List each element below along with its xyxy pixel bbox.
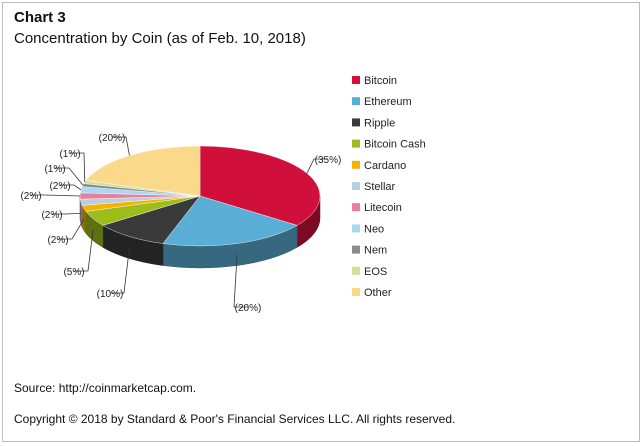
legend-label-neo: Neo <box>364 223 384 235</box>
data-label-cardano: (2%) <box>47 235 68 246</box>
leader-line-other <box>112 136 130 156</box>
legend-label-cardano: Cardano <box>364 160 406 172</box>
legend-label-ethereum: Ethereum <box>364 96 412 108</box>
leader-line-neo <box>60 184 82 191</box>
leader-line-litecoin <box>31 194 81 197</box>
leader-line-ethereum <box>233 254 248 308</box>
leader-line-nem <box>55 167 84 186</box>
leader-line-eos <box>70 152 86 183</box>
data-label-nem: (1%) <box>44 164 65 175</box>
legend: Bitcoin Ethereum Ripple Bitcoin Cash Cardano… <box>352 75 426 299</box>
chart-subtitle: Concentration by Coin (as of Feb. 10, 20… <box>14 30 306 47</box>
data-label-stellar: (2%) <box>41 210 62 221</box>
copyright-note: Copyright © 2018 by Standard & Poor's Fi… <box>14 412 456 426</box>
legend-swatch-cardano <box>352 160 360 169</box>
data-label-ethereum: (20%) <box>235 303 262 314</box>
data-label-litecoin: (2%) <box>20 191 41 202</box>
data-label-eos: (1%) <box>59 149 80 160</box>
leader-line-cardano <box>58 219 85 240</box>
legend-swatch-eos <box>352 266 360 275</box>
legend-label-bitcoin-cash: Bitcoin Cash <box>364 139 426 151</box>
pie-slices <box>79 145 321 247</box>
legend-label-other: Other <box>364 287 392 299</box>
pie-leader-lines <box>31 136 328 308</box>
pie-slice-ripple <box>102 195 201 244</box>
leader-line-bitcoin-cash <box>74 229 94 272</box>
pie-slice-bitcoin <box>199 145 321 226</box>
legend-label-stellar: Stellar <box>364 181 396 193</box>
legend-swatch-nem <box>352 245 360 254</box>
legend-label-litecoin: Litecoin <box>364 202 402 214</box>
data-label-bitcoin-cash: (5%) <box>63 267 84 278</box>
legend-swatch-other <box>352 288 360 296</box>
data-label-ripple: (10%) <box>97 289 124 300</box>
leader-line-stellar <box>52 212 81 215</box>
pie-sides <box>79 195 321 269</box>
pie-slice-ethereum <box>162 195 298 247</box>
pie-slice-other <box>85 145 201 197</box>
legend-swatch-bitcoin <box>352 76 360 84</box>
data-label-other: (20%) <box>99 133 126 144</box>
legend-swatch-bitcoin-cash <box>352 139 360 148</box>
pie-data-labels: (35%)(20%)(10%)(5%)(2%)(2%)(2%)(2%)(1%)(… <box>20 133 341 314</box>
data-label-neo: (2%) <box>49 181 70 192</box>
legend-label-bitcoin: Bitcoin <box>364 75 397 87</box>
legend-swatch-ripple <box>352 118 360 127</box>
legend-swatch-neo <box>352 224 360 233</box>
chart-frame <box>2 2 640 442</box>
legend-swatch-litecoin <box>352 203 360 212</box>
legend-swatch-ethereum <box>352 97 360 106</box>
leader-line-ripple <box>110 247 130 294</box>
source-note: Source: http://coinmarketcap.com. <box>14 381 197 395</box>
data-label-bitcoin: (35%) <box>315 155 342 166</box>
leader-line-bitcoin <box>306 158 328 174</box>
legend-swatch-stellar <box>352 182 360 190</box>
chart-title: Chart 3 <box>14 9 66 26</box>
legend-label-nem: Nem <box>364 245 387 257</box>
legend-label-ripple: Ripple <box>364 117 395 129</box>
legend-label-eos: EOS <box>364 266 387 278</box>
